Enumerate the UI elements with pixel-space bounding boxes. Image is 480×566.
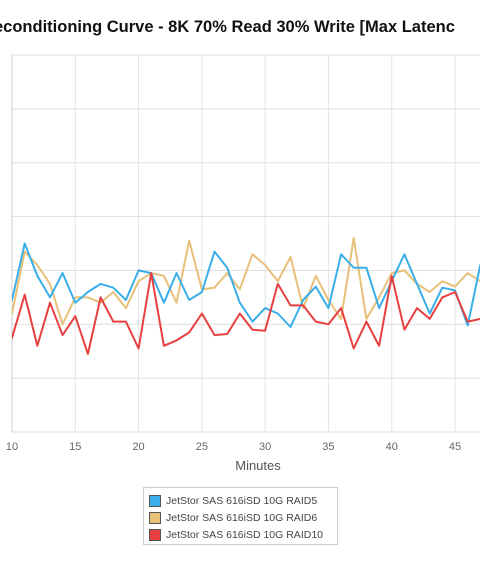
legend-item[interactable]: JetStor SAS 616iSD 10G RAID6 [149,509,337,526]
x-tick-label: 35 [322,441,334,453]
x-tick-label: 10 [6,441,18,453]
x-tick-label: 45 [449,441,461,453]
legend-item[interactable]: JetStor SAS 616iSD 10G RAID10 [149,526,337,543]
legend-swatch [149,511,161,524]
series-line [12,272,480,355]
grid [11,54,480,433]
series-line [12,237,480,326]
x-tick-label: 20 [132,441,144,453]
series-line [12,242,480,328]
legend: JetStor SAS 616iSD 10G RAID5 JetStor SAS… [143,487,338,545]
legend-swatch [149,528,161,541]
x-axis-label-wrap: Minutes [0,458,480,473]
x-axis-label: Minutes [235,458,281,473]
legend-label: JetStor SAS 616iSD 10G RAID10 [166,528,323,541]
legend-swatch [149,494,161,507]
x-tick-label: 30 [259,441,271,453]
chart-title: econditioning Curve - 8K 70% Read 30% Wr… [0,18,455,36]
legend-item[interactable]: JetStor SAS 616iSD 10G RAID5 [149,492,337,509]
x-tick-label: 40 [386,441,398,453]
series-lines [12,237,480,355]
x-tick-labels: 10 15 20 25 30 35 40 45 [6,441,461,453]
x-tick-label: 25 [196,441,208,453]
legend-label: JetStor SAS 616iSD 10G RAID5 [166,494,318,507]
x-tick-label: 15 [69,441,81,453]
legend-label: JetStor SAS 616iSD 10G RAID6 [166,511,318,524]
